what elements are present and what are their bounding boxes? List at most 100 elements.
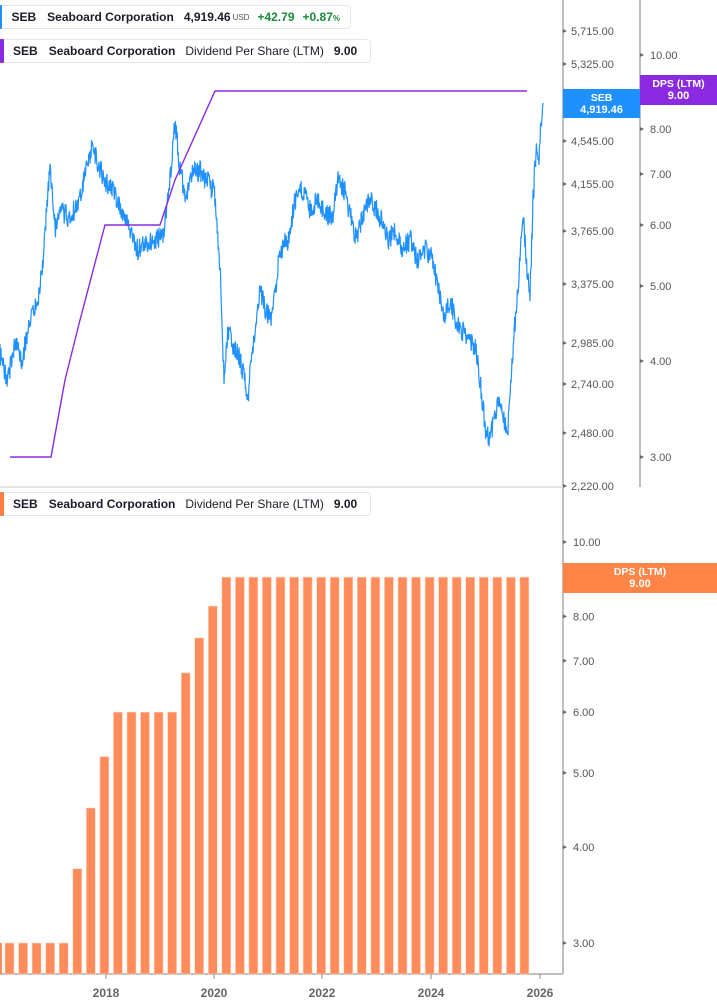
dps-bar: [397, 576, 408, 975]
legend-price[interactable]: SEB Seaboard Corporation 4,919.46 USD +4…: [0, 5, 351, 29]
dps-bar: [167, 711, 177, 975]
price-tick-label: 2,220.00: [571, 481, 614, 493]
dps-bar: [519, 576, 530, 975]
price-tag-label: SEB: [590, 92, 613, 104]
dps-bar: [329, 576, 340, 975]
legend-metric-value: 9.00: [333, 44, 358, 58]
dps-tag-value: 9.00: [667, 90, 690, 102]
legend-metric: Dividend Per Share (LTM): [185, 44, 324, 58]
legend-price-value: 4,919.46: [183, 10, 231, 24]
dps-bar: [45, 942, 56, 975]
price-tick-label: 2,985.00: [571, 338, 614, 350]
dps-bar: [343, 576, 354, 975]
dps-tick-label: 3.00: [573, 938, 594, 950]
legend-color-swatch: [0, 492, 4, 516]
dps-bar: [4, 942, 15, 975]
dps-tick-label: 6.00: [573, 707, 594, 719]
x-tick-label: 2026: [527, 986, 554, 1000]
x-tick-label: 2022: [309, 986, 336, 1000]
legend-change: +42.79: [257, 10, 295, 24]
dps-bar: [262, 576, 272, 975]
dps-tick-label: 10.00: [573, 537, 601, 549]
dps-tag-bottom: DPS (LTM) 9.00: [563, 563, 717, 593]
legend-color-swatch: [0, 5, 3, 29]
dps-bar: [72, 868, 83, 975]
legend-change-pct-value: +0.87: [302, 10, 333, 24]
dps-tick-label: 3.00: [650, 452, 671, 464]
dps-tag-value: 9.00: [629, 578, 651, 590]
legend-metric-value: 9.00: [333, 497, 358, 511]
dps-tag-label: DPS (LTM): [613, 566, 667, 578]
dps-bar: [58, 942, 69, 975]
legend-change-pct: +0.87%: [303, 10, 341, 24]
legend-ticker: SEB: [13, 44, 38, 58]
dps-bar: [126, 711, 137, 975]
price-tick-label: 2,480.00: [571, 428, 614, 440]
dps-bar: [113, 711, 123, 975]
price-tag-value: 4,919.46: [580, 104, 623, 116]
dps-bar: [99, 756, 110, 975]
dps-tick-label: 8.00: [650, 124, 671, 136]
dps-bar: [478, 576, 489, 975]
dps-bar: [194, 637, 204, 975]
price-tick-label: 3,375.00: [571, 279, 614, 291]
dps-bar: [86, 807, 96, 975]
dps-bar: [384, 576, 394, 975]
dps-tick-label: 10.00: [650, 50, 678, 62]
dps-bar: [411, 576, 421, 975]
price-tick-label: 5,325.00: [571, 59, 614, 71]
dps-bar: [492, 576, 503, 975]
x-tick-label: 2020: [201, 986, 228, 1000]
dps-bar: [235, 576, 245, 975]
dps-bar: [248, 576, 259, 975]
legend-dps-bottom[interactable]: SEB Seaboard Corporation Dividend Per Sh…: [0, 492, 371, 516]
dps-bar: [221, 576, 232, 975]
x-tick-label: 2018: [93, 986, 120, 1000]
dps-bar: [18, 942, 28, 975]
price-tick-label: 4,155.00: [571, 179, 614, 191]
price-tick-label: 4,545.00: [571, 136, 614, 148]
dps-bar: [465, 576, 476, 975]
legend-color-swatch: [0, 39, 4, 63]
legend-company-name: Seaboard Corporation: [48, 44, 176, 58]
dps-bar: [153, 711, 164, 975]
dps-bar: [316, 576, 327, 975]
price-tick-label: 3,765.00: [571, 226, 614, 238]
legend-pct-symbol: %: [332, 14, 340, 23]
dps-axis-top: 10.00 8.00 7.00 6.00 5.00 4.00 3.00: [640, 50, 678, 464]
dps-bar: [275, 576, 286, 975]
dps-bars: [0, 576, 530, 975]
price-line: [0, 102, 544, 447]
legend-currency: USD: [232, 12, 250, 22]
dps-tick-label: 5.00: [650, 281, 671, 293]
price-tick-label: 5,715.00: [571, 26, 614, 38]
dps-tick-label: 7.00: [573, 656, 594, 668]
current-price-tag: SEB 4,919.46: [563, 89, 640, 118]
x-tick-label: 2024: [418, 986, 445, 1000]
legend-company-name: Seaboard Corporation: [48, 497, 176, 511]
dps-tick-label: 4.00: [573, 842, 594, 854]
dps-tick-label: 5.00: [573, 768, 594, 780]
dps-bar: [302, 576, 313, 975]
dps-bar: [356, 576, 367, 975]
dps-bar: [438, 576, 448, 975]
dps-bar: [140, 711, 150, 975]
dps-tick-label: 8.00: [573, 611, 594, 623]
dps-axis-bottom: 10.00 8.00 7.00 6.00 5.00 4.00 3.00: [563, 537, 601, 950]
dps-bar: [424, 576, 435, 975]
dps-tick-label: 7.00: [650, 169, 671, 181]
dps-tag-top: DPS (LTM) 9.00: [640, 75, 717, 105]
price-axis: 5,715.00 5,325.00 4,545.00 4,155.00 3,765.00…: [563, 26, 614, 493]
dps-bar: [208, 605, 218, 975]
x-axis: 2018 2020 2022 2024 2026: [93, 974, 554, 1000]
price-tick-label: 2,740.00: [571, 379, 614, 391]
dps-bar: [370, 576, 381, 975]
dps-line: [10, 90, 527, 458]
dps-bar: [180, 672, 191, 975]
legend-metric: Dividend Per Share (LTM): [185, 497, 324, 511]
legend-ticker: SEB: [11, 10, 37, 24]
dps-bar: [506, 576, 516, 975]
legend-dps-top[interactable]: SEB Seaboard Corporation Dividend Per Sh…: [0, 39, 371, 63]
legend-company-name: Seaboard Corporation: [47, 10, 174, 24]
